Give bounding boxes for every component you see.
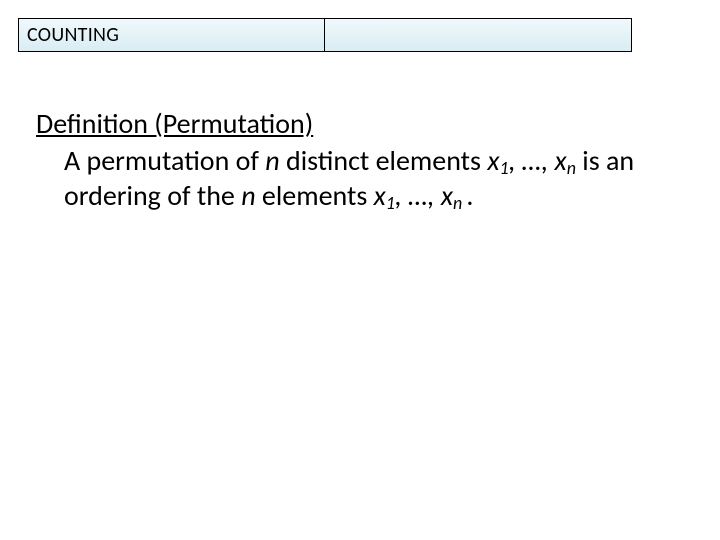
body-text: elements	[256, 178, 374, 213]
body-text: A permutation of	[64, 143, 265, 178]
header-left-cell: COUNTING	[19, 19, 325, 51]
body-text: , …,	[509, 143, 555, 178]
definition-heading: Definition (Permutation)	[36, 106, 696, 141]
definition-body: A permutation of n distinct elements x1,…	[36, 143, 696, 213]
slide: COUNTING Definition (Permutation) A perm…	[0, 0, 720, 540]
header-box: COUNTING	[18, 18, 632, 52]
body-var-x: x	[555, 143, 567, 178]
body-var-n: n	[265, 143, 279, 178]
body-sub: n	[567, 157, 576, 179]
body-sub: 1	[386, 192, 395, 214]
body-text: , …,	[395, 178, 441, 213]
body-var-x: x	[441, 178, 453, 213]
content-area: Definition (Permutation) A permutation o…	[36, 106, 696, 213]
body-sub: 1	[499, 157, 508, 179]
body-sub: n	[453, 192, 466, 214]
body-var-x: x	[374, 178, 386, 213]
body-text: .	[466, 178, 473, 213]
body-var-n: n	[241, 178, 255, 213]
header-right-cell	[325, 19, 631, 51]
header-title: COUNTING	[27, 23, 119, 47]
body-text: distinct elements	[280, 143, 488, 178]
body-var-x: x	[487, 143, 499, 178]
